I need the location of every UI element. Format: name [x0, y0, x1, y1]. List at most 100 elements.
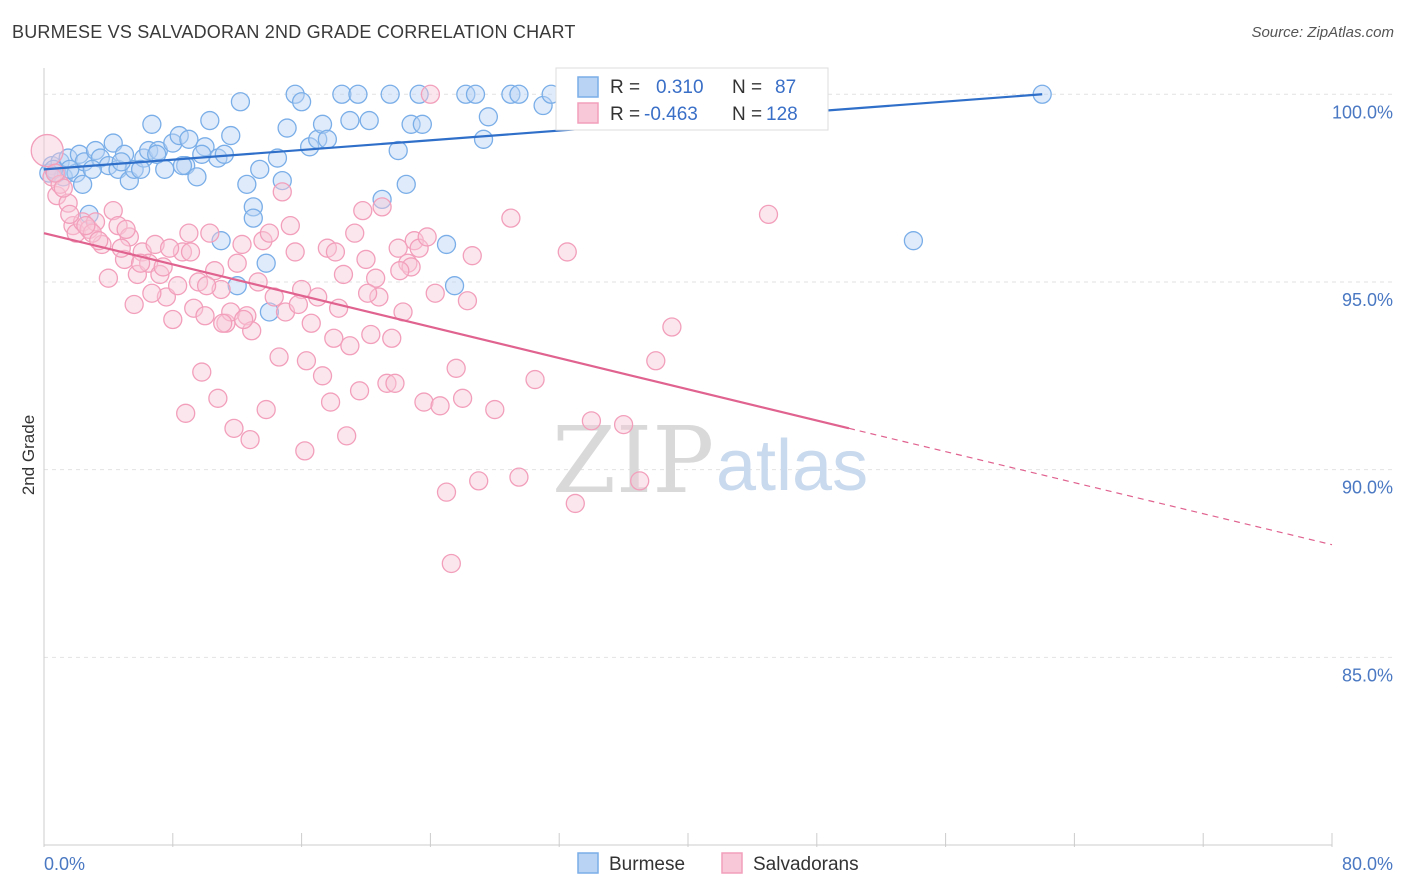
data-point-salvadorans [213, 313, 233, 333]
legend-bottom-label-salvadorans: Salvadorans [753, 854, 859, 875]
data-point-burmese [456, 84, 476, 104]
data-point-burmese [90, 148, 110, 168]
data-point-burmese [200, 110, 220, 131]
data-point-salvadorans [208, 388, 228, 408]
data-point-burmese [130, 159, 151, 179]
data-point-salvadorans [324, 328, 344, 348]
data-point-salvadorans [192, 362, 212, 382]
data-point-salvadorans [240, 429, 260, 450]
data-point-burmese [409, 84, 429, 104]
y-tick-labels: 100.0% 95.0% 90.0% 85.0% [1332, 102, 1393, 685]
data-point-salvadorans [372, 197, 392, 217]
data-point-salvadorans [85, 212, 106, 232]
data-point-burmese [478, 107, 499, 127]
data-point-salvadorans [630, 471, 650, 491]
data-point-salvadorans [103, 200, 123, 221]
data-point-salvadorans [253, 231, 273, 251]
data-point-burmese [299, 137, 320, 157]
data-point-salvadorans [312, 366, 333, 386]
data-point-salvadorans [469, 471, 489, 491]
data-point-burmese [380, 84, 400, 104]
data-point-burmese [444, 276, 465, 296]
data-point-burmese [211, 231, 231, 251]
data-point-salvadorans [388, 238, 408, 258]
data-point-salvadorans [237, 306, 257, 326]
data-point-salvadorans [436, 482, 457, 502]
data-point-burmese [509, 84, 529, 104]
data-point-burmese [230, 92, 251, 112]
data-point-salvadorans [385, 373, 405, 393]
data-point-burmese [388, 140, 408, 161]
data-point-salvadorans [462, 246, 482, 266]
data-point-salvadorans [337, 426, 357, 446]
data-point-burmese [533, 95, 553, 116]
y-tick-label: 90.0% [1342, 478, 1393, 498]
data-point-salvadorans [280, 216, 300, 236]
data-point-burmese [285, 84, 305, 104]
y-tick-label: 95.0% [1342, 290, 1393, 310]
legend-swatch-salvadorans [577, 102, 599, 124]
data-point-salvadorans [345, 223, 365, 243]
data-point-salvadorans [446, 358, 466, 378]
data-point-salvadorans [301, 313, 321, 333]
legend-n-value-salvadorans: 128 [766, 104, 798, 125]
data-point-burmese [169, 125, 189, 146]
data-point-salvadorans [233, 309, 254, 330]
data-point-salvadorans [525, 369, 545, 390]
data-point-salvadorans [285, 242, 305, 262]
data-point-salvadorans [47, 185, 67, 206]
data-point-salvadorans [53, 178, 73, 198]
data-point-salvadorans [382, 328, 402, 348]
data-point-salvadorans [485, 399, 505, 420]
data-point-salvadorans [390, 261, 410, 281]
legend-bottom-swatch-burmese [577, 852, 599, 874]
axes [43, 68, 1333, 847]
data-point-salvadorans [398, 253, 418, 273]
data-point-salvadorans [333, 264, 354, 285]
data-point-salvadorans [200, 223, 220, 243]
data-point-salvadorans [420, 84, 441, 104]
data-point-salvadorans [430, 396, 450, 416]
data-point-salvadorans [30, 133, 64, 168]
data-point-burmese [317, 129, 338, 149]
data-point-burmese [372, 189, 392, 210]
data-point-salvadorans [452, 388, 473, 408]
data-point-burmese [192, 144, 212, 164]
data-point-salvadorans [76, 216, 96, 236]
data-point-salvadorans [340, 336, 360, 356]
data-point-salvadorans [288, 294, 309, 315]
data-point-burmese [359, 110, 379, 131]
data-point-salvadorans [509, 467, 529, 487]
data-point-salvadorans [116, 219, 136, 240]
data-point-burmese [82, 159, 102, 179]
data-point-burmese [172, 155, 193, 176]
data-point-salvadorans [501, 208, 521, 228]
data-point-salvadorans [662, 317, 682, 337]
data-point-burmese [332, 84, 352, 104]
data-point-burmese [259, 302, 280, 322]
data-point-salvadorans [328, 298, 349, 318]
legend-n-label-burmese: N = [732, 77, 762, 98]
data-point-salvadorans [242, 321, 262, 341]
data-point-burmese [277, 118, 297, 138]
data-point-salvadorans [377, 373, 397, 393]
data-point-burmese [187, 167, 207, 187]
data-point-burmese [250, 159, 270, 179]
y-tick-label: 100.0% [1332, 102, 1393, 122]
data-point-burmese [465, 84, 486, 104]
data-point-salvadorans [159, 238, 180, 258]
data-point-salvadorans [295, 441, 315, 461]
data-point-salvadorans [417, 227, 437, 247]
legend-box-frame [555, 67, 829, 131]
data-point-salvadorans [356, 249, 376, 270]
data-point-salvadorans [256, 399, 276, 420]
data-point-salvadorans [425, 283, 445, 303]
legend-r-label-salvadorans: R = [610, 104, 640, 125]
legend-n-label-salvadorans: N = [732, 104, 762, 125]
data-point-burmese [272, 170, 292, 191]
data-point-burmese [72, 174, 93, 195]
data-point-salvadorans [232, 234, 252, 255]
data-point-salvadorans [224, 418, 244, 438]
trend-line-salvadorans [43, 232, 850, 430]
